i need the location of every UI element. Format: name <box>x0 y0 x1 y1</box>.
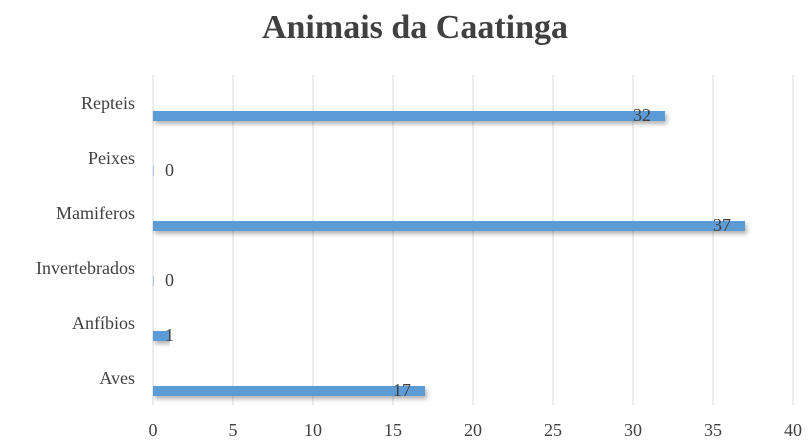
x-tick-label: 5 <box>229 420 238 440</box>
bar <box>153 386 425 396</box>
x-tick-label: 40 <box>784 420 802 440</box>
x-tick-label: 35 <box>704 420 722 440</box>
x-tick-label: 10 <box>304 420 322 440</box>
y-tick-label: Invertebrados <box>36 258 135 278</box>
data-label: 1 <box>165 325 174 345</box>
x-tick-label: 25 <box>544 420 562 440</box>
chart-title: Animais da Caatinga <box>262 9 568 46</box>
y-tick-label: Mamiferos <box>56 203 135 223</box>
x-tick-label: 30 <box>624 420 642 440</box>
y-tick-label: Aves <box>99 368 135 388</box>
data-label: 0 <box>165 160 174 180</box>
data-label: 17 <box>393 380 411 400</box>
bar <box>153 276 154 286</box>
y-tick-label: Peixes <box>88 148 135 168</box>
data-label: 32 <box>633 105 651 125</box>
bar <box>153 221 745 231</box>
y-tick-label: Repteis <box>81 93 135 113</box>
data-label: 37 <box>713 215 731 235</box>
x-tick-label: 20 <box>464 420 482 440</box>
x-tick-label: 0 <box>149 420 158 440</box>
bar <box>153 166 154 176</box>
x-tick-label: 15 <box>384 420 402 440</box>
bar <box>153 111 665 121</box>
bar <box>153 331 169 341</box>
data-label: 0 <box>165 270 174 290</box>
y-tick-label: Anfíbios <box>72 313 135 333</box>
